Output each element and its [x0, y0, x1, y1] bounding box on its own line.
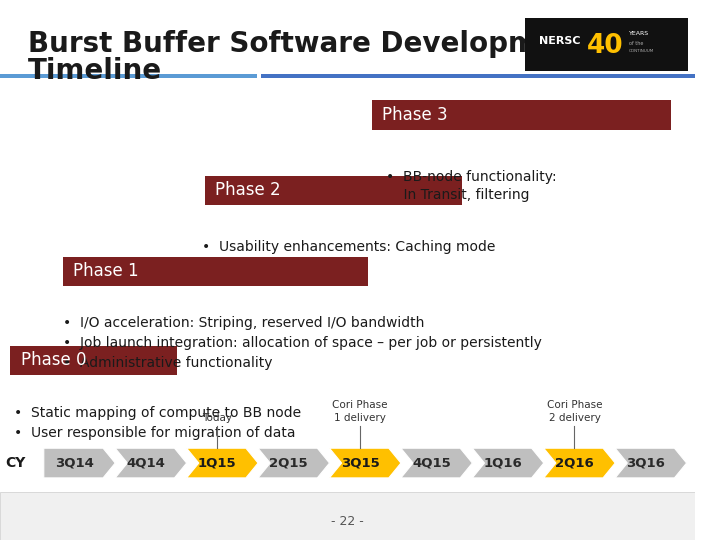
Text: •  Job launch integration: allocation of space – per job or persistently: • Job launch integration: allocation of … — [63, 336, 541, 350]
Text: of the: of the — [629, 40, 643, 46]
Polygon shape — [44, 448, 115, 478]
Text: Cori Phase
1 delivery: Cori Phase 1 delivery — [333, 401, 388, 423]
FancyBboxPatch shape — [525, 18, 688, 71]
Text: 1Q16: 1Q16 — [484, 456, 523, 470]
FancyBboxPatch shape — [372, 100, 670, 130]
FancyBboxPatch shape — [261, 74, 695, 78]
Text: Phase 1: Phase 1 — [73, 262, 138, 280]
Text: Burst Buffer Software Development: Burst Buffer Software Development — [28, 30, 588, 58]
FancyBboxPatch shape — [10, 346, 177, 375]
Text: •  I/O acceleration: Striping, reserved I/O bandwidth: • I/O acceleration: Striping, reserved I… — [63, 316, 424, 330]
Text: •  Administrative functionality: • Administrative functionality — [63, 356, 272, 370]
Text: •  User responsible for migration of data: • User responsible for migration of data — [14, 426, 295, 440]
Text: Phase 3: Phase 3 — [382, 106, 448, 124]
FancyBboxPatch shape — [63, 256, 369, 286]
Text: - 22 -: - 22 - — [331, 515, 364, 528]
Text: 2Q15: 2Q15 — [269, 456, 308, 470]
Text: Today: Today — [202, 413, 233, 423]
Text: •  BB-node functionality:
    In Transit, filtering: • BB-node functionality: In Transit, fil… — [386, 170, 557, 202]
Text: Phase 2: Phase 2 — [215, 181, 281, 199]
Text: 40: 40 — [588, 33, 624, 59]
Text: CONTINUUM: CONTINUUM — [629, 49, 654, 53]
Text: CY: CY — [6, 456, 26, 470]
Polygon shape — [115, 448, 186, 478]
Polygon shape — [544, 448, 615, 478]
Text: Cori Phase
2 delivery: Cori Phase 2 delivery — [546, 401, 602, 423]
Text: •  Usability enhancements: Caching mode: • Usability enhancements: Caching mode — [202, 240, 495, 254]
Text: 3Q16: 3Q16 — [626, 456, 665, 470]
Polygon shape — [472, 448, 544, 478]
Polygon shape — [186, 448, 258, 478]
Text: 3Q15: 3Q15 — [341, 456, 379, 470]
Polygon shape — [330, 448, 401, 478]
Text: 1Q15: 1Q15 — [198, 456, 237, 470]
Text: Timeline: Timeline — [28, 57, 162, 85]
Polygon shape — [258, 448, 330, 478]
Polygon shape — [401, 448, 472, 478]
FancyBboxPatch shape — [205, 176, 462, 205]
Text: 2Q16: 2Q16 — [555, 456, 594, 470]
FancyBboxPatch shape — [0, 74, 257, 78]
Text: NERSC: NERSC — [539, 36, 580, 45]
Text: Phase 0: Phase 0 — [21, 352, 86, 369]
Text: 4Q14: 4Q14 — [127, 456, 166, 470]
Text: YEARS: YEARS — [629, 31, 649, 36]
Text: 4Q15: 4Q15 — [413, 456, 451, 470]
Text: •  Static mapping of compute to BB node: • Static mapping of compute to BB node — [14, 406, 301, 420]
Polygon shape — [615, 448, 687, 478]
FancyBboxPatch shape — [0, 492, 695, 540]
Text: 3Q14: 3Q14 — [55, 456, 94, 470]
